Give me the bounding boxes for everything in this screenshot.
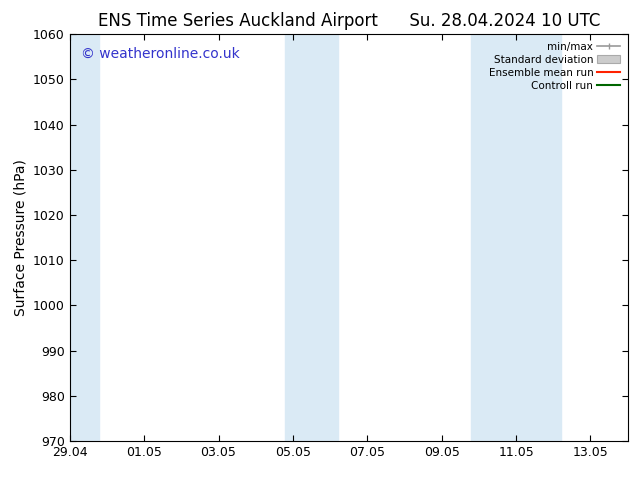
Y-axis label: Surface Pressure (hPa): Surface Pressure (hPa) bbox=[13, 159, 27, 316]
Legend: min/max, Standard deviation, Ensemble mean run, Controll run: min/max, Standard deviation, Ensemble me… bbox=[486, 40, 623, 93]
Title: ENS Time Series Auckland Airport      Su. 28.04.2024 10 UTC: ENS Time Series Auckland Airport Su. 28.… bbox=[98, 12, 600, 30]
Bar bbox=[472, 34, 560, 441]
Bar bbox=[285, 34, 337, 441]
Text: © weatheronline.co.uk: © weatheronline.co.uk bbox=[81, 47, 240, 60]
Bar bbox=[66, 34, 100, 441]
